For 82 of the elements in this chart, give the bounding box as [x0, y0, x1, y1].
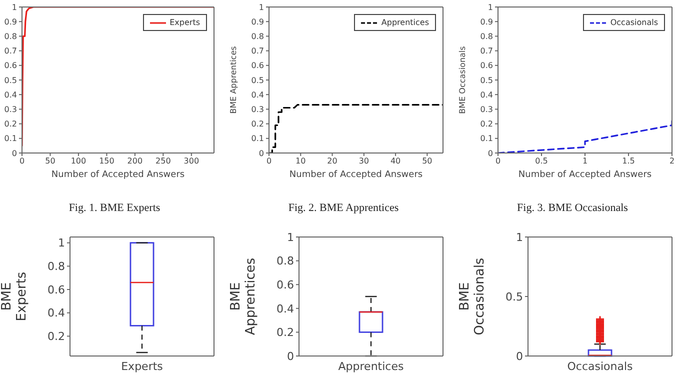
- y-tick-label: 0.7: [480, 46, 493, 56]
- y-tick-label: 0.3: [251, 105, 264, 114]
- x-tick-label: 20: [327, 156, 338, 166]
- x-tick-label: Occasionals: [567, 360, 634, 373]
- y-tick-label: 0.5: [251, 76, 264, 85]
- x-axis-title: Number of Accepted Answers: [289, 170, 423, 180]
- x-axis-title: Number of Accepted Answers: [51, 170, 185, 180]
- y-tick-label: 0.4: [251, 90, 264, 100]
- x-tick-label: 0: [266, 156, 272, 166]
- y-tick-label: 0.4: [4, 90, 17, 100]
- y-tick-label: 0.8: [48, 260, 65, 274]
- y-tick-label: 0: [258, 148, 264, 158]
- y-tick-label: 1: [12, 2, 17, 12]
- y-tick-label: 0.8: [4, 32, 17, 42]
- y-tick-label: 0.2: [251, 120, 264, 129]
- y-tick-label: 0.1: [4, 134, 17, 144]
- x-tick-label: 1: [582, 156, 588, 166]
- y-tick-label: 0: [516, 350, 523, 363]
- y-tick-label: 0: [488, 148, 493, 158]
- x-tick-label: 0: [19, 156, 25, 166]
- y-tick-label: 0.3: [480, 105, 493, 114]
- x-tick-label: 0.5: [535, 156, 548, 166]
- y-tick-label: 0.6: [48, 283, 65, 296]
- x-tick-label: 10: [296, 156, 306, 166]
- y-tick-label: 0: [287, 350, 294, 363]
- x-tick-label: 150: [99, 156, 114, 166]
- y-tick-label: 0.8: [480, 32, 493, 42]
- y-axis-title: BME Occasionals: [458, 46, 467, 114]
- y-tick-label: 1: [516, 230, 523, 244]
- x-tick-label: 1.5: [622, 156, 635, 166]
- legend-label: Experts: [170, 18, 200, 27]
- x-tick-label: 200: [127, 156, 143, 166]
- y-tick-label: 0.9: [251, 17, 264, 26]
- y-tick-label: 0.6: [276, 278, 294, 292]
- caption: Fig. 1. BME Experts: [68, 202, 160, 214]
- y-axis-title: BME Experts: [0, 272, 30, 322]
- y-axis-title: BME Occasionals: [458, 258, 488, 336]
- x-tick-label: Apprentices: [338, 360, 404, 373]
- y-axis-title: BME Apprentices: [228, 46, 238, 114]
- x-tick-label: 0: [495, 156, 501, 166]
- y-tick-label: 0.5: [480, 76, 493, 85]
- y-tick-label: 0.6: [4, 61, 17, 70]
- legend-label: Occasionals: [610, 18, 658, 27]
- x-tick-label: Experts: [121, 360, 164, 373]
- y-tick-label: 0.1: [480, 134, 493, 144]
- caption: Fig. 2. BME Apprentices: [288, 202, 399, 214]
- x-tick-label: 50: [422, 156, 432, 166]
- y-tick-label: 0.7: [4, 46, 17, 56]
- y-tick-label: 0.5: [4, 76, 17, 85]
- y-tick-label: 0.1: [251, 134, 264, 144]
- y-tick-label: 0.7: [251, 46, 264, 56]
- y-tick-label: 1: [488, 2, 493, 12]
- y-tick-label: 0.9: [4, 17, 17, 26]
- y-axis-title: BME Apprentices: [228, 258, 258, 336]
- x-tick-label: 100: [70, 156, 86, 166]
- x-tick-label: 250: [156, 156, 171, 166]
- y-tick-label: 1: [287, 230, 294, 244]
- y-tick-label: 1: [258, 2, 264, 12]
- y-tick-label: 0.9: [480, 17, 493, 26]
- y-tick-label: 0.2: [48, 330, 65, 344]
- legend-label: Apprentices: [381, 18, 429, 27]
- caption: Fig. 3. BME Occasionals: [517, 202, 628, 214]
- y-tick-label: 0.4: [480, 90, 493, 100]
- y-tick-label: 0.8: [251, 32, 264, 42]
- x-tick-label: 300: [184, 156, 200, 166]
- y-tick-label: 0.4: [276, 302, 294, 316]
- x-tick-label: 40: [390, 156, 401, 166]
- y-tick-label: 0.4: [48, 306, 65, 320]
- y-tick-label: 0.6: [251, 61, 264, 70]
- y-tick-label: 0.6: [480, 61, 493, 70]
- x-tick-label: 30: [358, 156, 370, 166]
- x-tick-label: 2: [669, 156, 675, 166]
- y-tick-label: 0.2: [480, 120, 493, 129]
- y-tick-label: 0.2: [276, 326, 294, 340]
- y-tick-label: 1: [58, 236, 65, 250]
- y-tick-label: 0.5: [506, 290, 523, 304]
- x-tick-label: 50: [45, 156, 56, 166]
- y-tick-label: 0.8: [276, 254, 294, 268]
- x-axis-title: Number of Accepted Answers: [518, 170, 652, 180]
- y-tick-label: 0.2: [4, 120, 17, 129]
- y-tick-label: 0: [12, 148, 17, 158]
- y-tick-label: 0.3: [4, 105, 17, 114]
